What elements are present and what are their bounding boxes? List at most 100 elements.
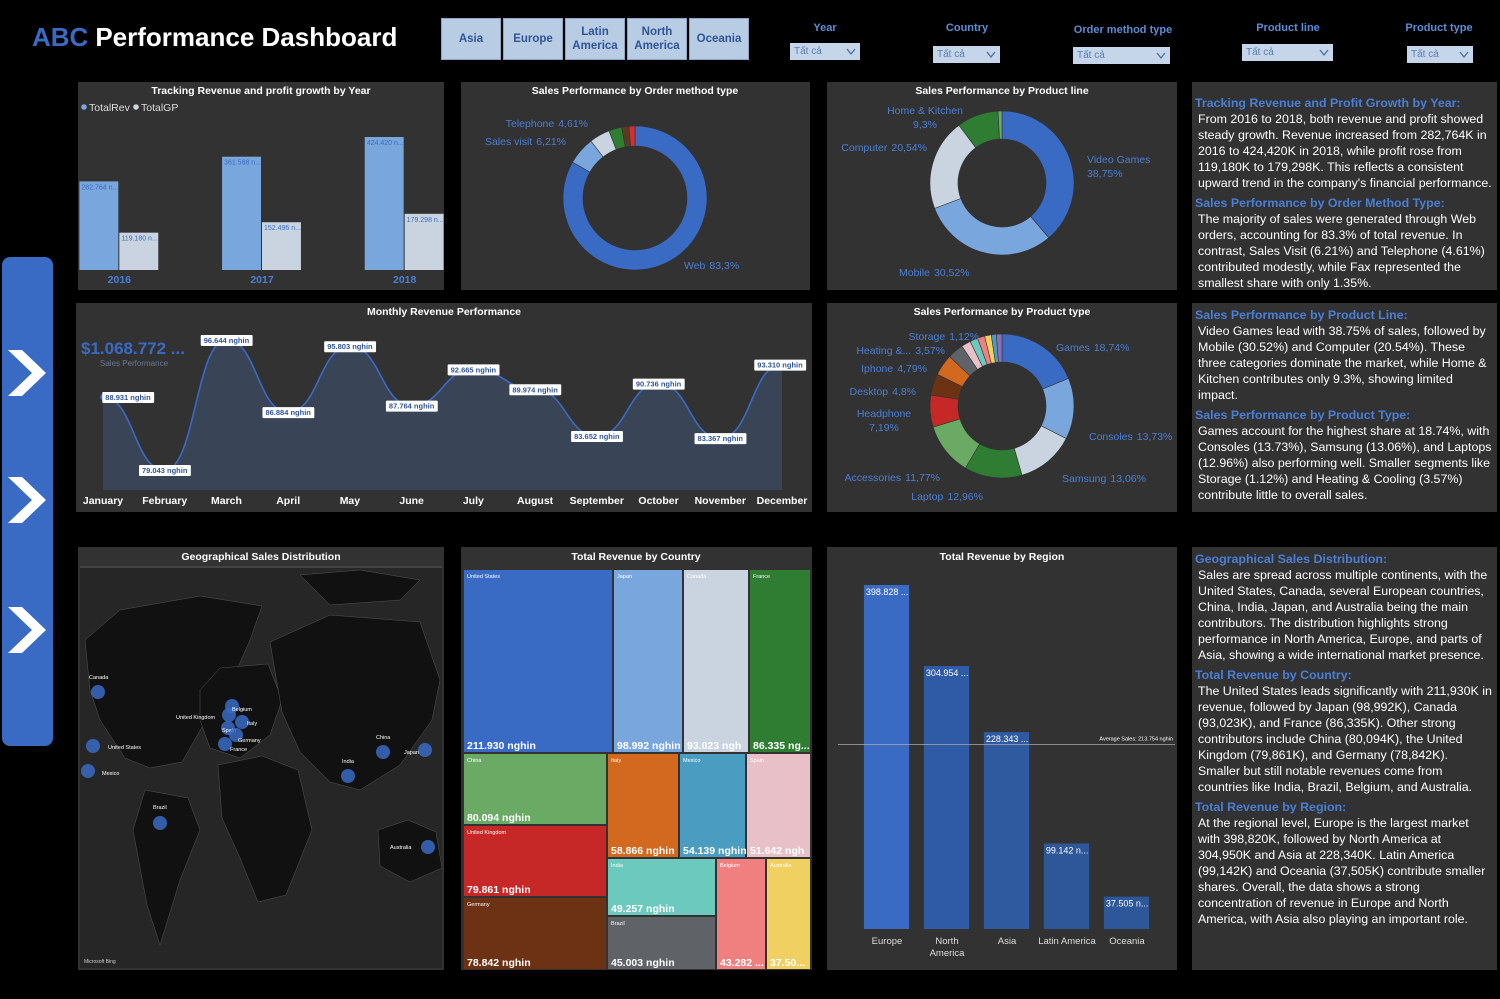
x-tick-label: Europe: [871, 936, 903, 947]
x-tick-label: December: [757, 495, 808, 507]
region-button[interactable]: Oceania: [689, 18, 749, 60]
donut-slice: [995, 333, 1003, 363]
kpi-value: $1.068.772 ...: [81, 339, 185, 358]
tile-value: 51.642 ngh: [750, 845, 804, 857]
slice-name: Web: [684, 260, 706, 272]
treemap-tile: [684, 570, 748, 752]
tile-value: 98.992 nghin: [617, 740, 681, 752]
filter-value: Tất cả: [1077, 50, 1105, 61]
map-label: India: [342, 759, 355, 765]
data-label-box: [447, 364, 500, 376]
map-bubble: [235, 715, 249, 729]
chart-title: Sales Performance by Product line: [915, 85, 1088, 97]
bar-value-label: 99.142 n...: [1046, 845, 1089, 855]
tile-name: Belgium: [720, 863, 740, 869]
slice-value-label: 7,19%: [869, 422, 899, 434]
chart-title: Geographical Sales Distribution: [181, 551, 340, 563]
map-bubble: [91, 685, 105, 699]
insight-heading: Sales Performance by Product Type:: [1195, 408, 1411, 422]
map-label: Canada: [89, 675, 109, 681]
data-label: 88.931 nghin: [105, 393, 151, 402]
treemap-tile: [680, 754, 745, 857]
chevron: [1459, 51, 1469, 59]
data-label-box: [754, 359, 807, 371]
filter-dropdown[interactable]: Tất cả: [1073, 47, 1170, 64]
x-tick-label: July: [463, 495, 484, 507]
filter-dropdown[interactable]: Tất cả: [1407, 46, 1473, 63]
bar: [119, 232, 159, 270]
bar: [1103, 896, 1150, 929]
panel: [76, 303, 812, 512]
map-label: Brazil: [153, 805, 167, 811]
insight-text: The United States leads significantly wi…: [1198, 684, 1492, 794]
donut-slice: [562, 125, 708, 271]
slice-value-label: 18,74%: [1094, 342, 1130, 354]
bar: [364, 137, 404, 270]
nav-arrow[interactable]: [8, 350, 46, 396]
filter-dropdown[interactable]: Tất cả: [790, 43, 860, 60]
legend-label: TotalGP: [141, 102, 178, 114]
data-label-box: [102, 391, 155, 403]
donut-slice: [1001, 110, 1075, 239]
chevron-line: [1319, 49, 1329, 57]
bar-value-label: 424.420 n...: [367, 140, 404, 147]
slice-label: Mobile 30,52%: [899, 267, 970, 279]
treemap-tile: [717, 859, 765, 969]
insight-text: At the regional level, Europe is the lar…: [1198, 816, 1486, 926]
slice-value-label: 4,61%: [558, 118, 588, 130]
region-button[interactable]: Europe: [503, 18, 563, 60]
slice-name: Consoles: [1089, 431, 1133, 443]
bar-value-label: 228.343 ...: [986, 734, 1029, 744]
treemap-tile: [464, 570, 612, 752]
map-label: Japan: [404, 750, 419, 756]
data-label-box: [571, 430, 623, 442]
region-button[interactable]: Latin America: [565, 18, 625, 60]
slice-label: Headphone: [857, 408, 911, 420]
filter-label: Product line: [1256, 22, 1320, 34]
data-label: 92.665 nghin: [451, 365, 497, 374]
bar-value-label: 361.588 n...: [224, 160, 261, 167]
data-label: 96.644 nghin: [204, 336, 250, 345]
legend-label: TotalRev: [89, 102, 131, 114]
slice-value-label: 3,57%: [915, 345, 945, 357]
data-label: 93.310 nghin: [757, 361, 803, 370]
filter-label: Country: [945, 22, 989, 34]
treemap-tile: [747, 754, 810, 857]
tile-name: Spain: [750, 758, 764, 764]
filter-dropdown[interactable]: Tất cả: [933, 46, 1000, 63]
donut-slice: [997, 110, 1003, 140]
tile-value: 93.023 ngh: [687, 740, 741, 752]
tile-name: China: [467, 758, 482, 764]
side-nav: [2, 257, 53, 746]
landmass: [299, 569, 421, 606]
filter-dropdown[interactable]: Tất cả: [1242, 44, 1333, 61]
panel: [1192, 547, 1497, 970]
insight-heading: Total Revenue by Region:: [1195, 800, 1347, 814]
insight-heading: Geographical Sales Distribution:: [1195, 552, 1388, 566]
panel: [1192, 82, 1497, 290]
slice-value-label: 83,3%: [709, 260, 739, 272]
nav-arrow[interactable]: [8, 607, 46, 653]
data-label: 95.803 nghin: [327, 342, 373, 351]
data-label-box: [324, 341, 377, 353]
map-bubble: [81, 764, 95, 778]
slice-value-label: 4,79%: [897, 363, 927, 375]
bar: [262, 222, 301, 270]
slice-name: Telephone: [506, 118, 555, 130]
nav-arrow[interactable]: [8, 477, 46, 523]
map-bubble: [86, 739, 100, 753]
slice-label: Home & Kitchen: [887, 105, 963, 117]
tile-name: Mexico: [683, 758, 700, 764]
treemap-tile: [464, 898, 606, 969]
region-button[interactable]: North America: [627, 18, 687, 60]
bar: [222, 156, 261, 270]
data-label-box: [262, 407, 315, 419]
region-button[interactable]: Asia: [441, 18, 501, 60]
slice-name: Mobile: [899, 267, 930, 279]
legend-marker: [81, 104, 87, 110]
bar: [923, 665, 970, 929]
x-tick-label: October: [638, 495, 678, 507]
map-bubble: [421, 840, 435, 854]
tile-name: Canada: [687, 574, 707, 580]
map-label: Spain: [222, 728, 236, 734]
